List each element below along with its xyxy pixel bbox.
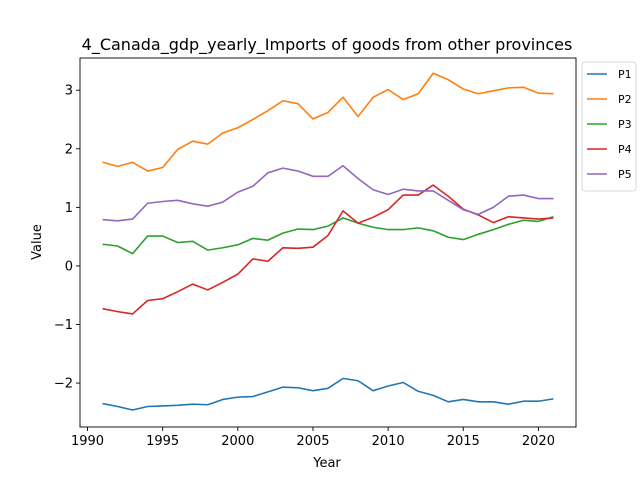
y-axis-ticks: −2 −1 0 1 2 3 bbox=[54, 84, 80, 392]
x-tick-label: 2005 bbox=[296, 434, 329, 449]
x-tick-label: 2000 bbox=[221, 434, 254, 449]
legend-label-p5: P5 bbox=[618, 168, 632, 181]
series-line-p3 bbox=[102, 215, 554, 255]
plot-area bbox=[79, 57, 577, 428]
y-tick-label: 0 bbox=[65, 259, 73, 274]
legend-box bbox=[581, 61, 637, 192]
x-tick-label: 1995 bbox=[146, 434, 179, 449]
y-tick-label: −2 bbox=[54, 377, 73, 392]
x-axis-label: Year bbox=[312, 456, 341, 471]
y-axis-label: Value bbox=[30, 224, 45, 260]
series-line-p1 bbox=[102, 377, 554, 411]
x-tick-label: 2015 bbox=[447, 434, 480, 449]
y-tick-label: 3 bbox=[65, 84, 73, 99]
x-tick-label: 1990 bbox=[71, 434, 104, 449]
legend-label-p1: P1 bbox=[618, 68, 632, 81]
y-tick-label: −1 bbox=[54, 318, 73, 333]
x-tick-label: 2010 bbox=[372, 434, 405, 449]
y-tick-label: 2 bbox=[65, 142, 73, 157]
legend-label-p2: P2 bbox=[618, 93, 632, 106]
x-tick-label: 2020 bbox=[522, 434, 555, 449]
series-line-p2 bbox=[102, 72, 554, 172]
chart-title: 4_Canada_gdp_yearly_Imports of goods fro… bbox=[82, 35, 573, 55]
plot-background bbox=[80, 58, 576, 427]
x-axis-ticks: 1990 1995 2000 2005 2010 2015 2020 bbox=[71, 427, 555, 449]
y-tick-label: 1 bbox=[65, 201, 73, 216]
legend-label-p4: P4 bbox=[618, 143, 632, 156]
plot-frame bbox=[79, 57, 577, 428]
legend: P1 P2 P3 P4 P5 bbox=[581, 61, 637, 192]
series-line-p5 bbox=[102, 164, 554, 222]
legend-label-p3: P3 bbox=[618, 118, 632, 131]
